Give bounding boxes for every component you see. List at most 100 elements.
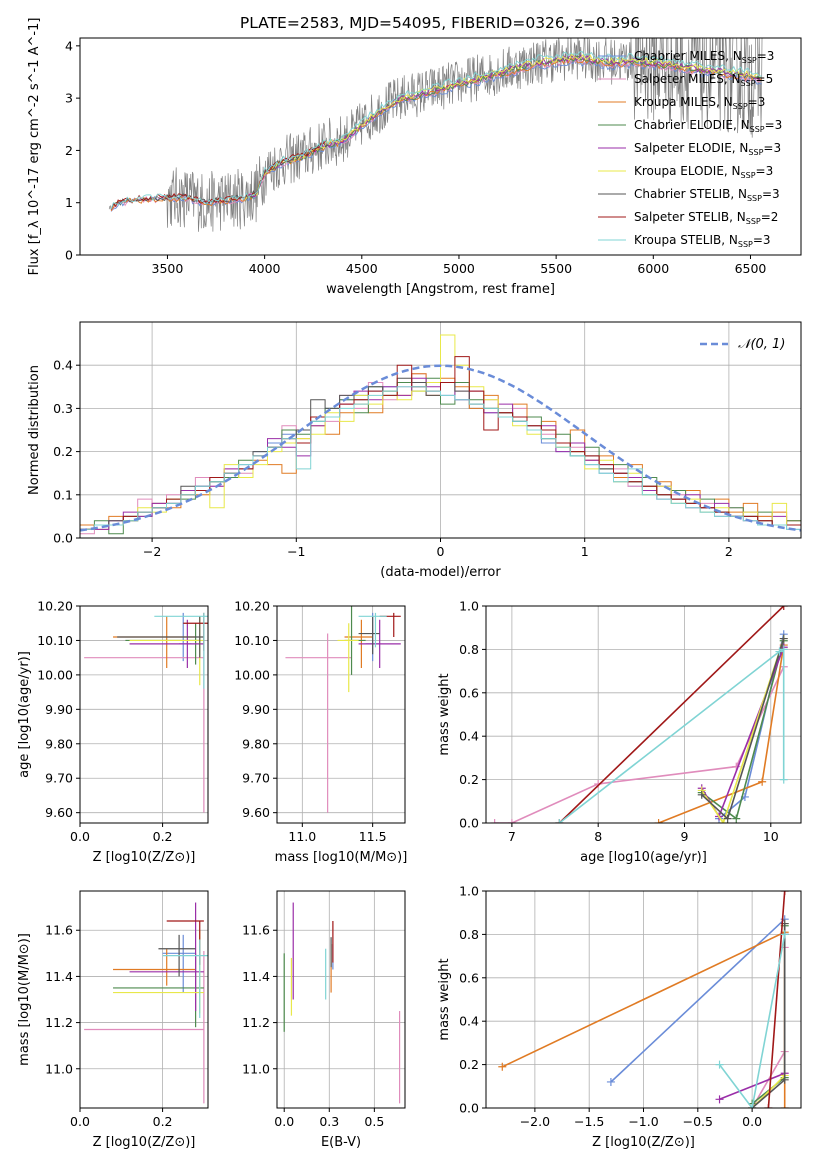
legend-entry-7: Salpeter STELIB, NSSP=2 [634,210,778,226]
y-tick-label: 11.4 [45,969,73,984]
weight-line-8 [558,648,785,823]
weight-point-6 [697,790,706,799]
x-tick-label: 0.2 [153,1114,173,1129]
x-tick-label: 0.0 [274,1114,294,1129]
y-tick-label: 9.60 [45,805,73,820]
y-tick-label: 10.10 [37,633,73,648]
y-tick-label: 11.0 [242,1061,270,1076]
panels: Chabrier MILES, NSSP=3 Salpeter MILES, NS… [17,18,802,1150]
weight-point-5 [719,819,728,823]
y-tick-label: 10.00 [234,667,270,682]
panel-mass-vs-Z: 0.0 0.2 11.0 11.2 11.4 11.6 Z [log10(Z/Z⊙)] mas… [17,890,209,1150]
y-tick-label: 0.8 [459,927,479,942]
panel-weight-vs-Z: −2.0 −1.5 −1.0 −0.5 0.0 0.0 0.2 0.4 0.6 0.8 1.0 Z [… [437,884,802,1150]
y-tick-label: 11.0 [45,1061,73,1076]
weight-point-8 [748,1104,757,1108]
axes-frame [276,605,406,824]
weight-line-8 [718,934,786,1108]
panel-age-vs-Z: 0.0 0.2 9.60 9.70 9.80 9.90 10.00 10.10 10.20 Z [… [17,599,209,865]
x-tick-label: −0.5 [683,1114,713,1129]
x-tick-label: −1 [287,544,305,559]
x-tick-label: 4000 [249,261,281,276]
y-tick-label: 9.80 [45,736,73,751]
y-tick-label: 10.20 [37,599,73,614]
weight-point-8 [780,930,789,939]
x-axis-label: Z [log10(Z/Z⊙)] [592,1135,695,1150]
y-tick-label: 0.2 [459,772,479,787]
y-axis-label: age [log10(age/yr)] [17,651,32,778]
y-tick-label: 9.90 [242,702,270,717]
weight-line-3 [701,640,785,821]
x-tick-label: −1.5 [574,1114,604,1129]
x-tick-label: 5000 [443,261,475,276]
plot-area [285,606,401,813]
weight-point-2 [498,1062,507,1071]
y-tick-label: 0.6 [459,685,479,700]
y-tick-label: 0.0 [459,1101,479,1116]
y-tick-label: 0.0 [53,531,73,546]
x-tick-label: 0 [437,544,445,559]
weight-point-2 [654,819,663,823]
y-tick-label: 0.2 [459,1057,479,1072]
x-tick-label: 11.5 [359,829,387,844]
y-axis-label: mass weight [437,958,452,1040]
x-axis-label: mass [log10(M/M⊙)] [275,850,408,865]
y-tick-label: 11.6 [45,923,73,938]
y-tick-label: 11.2 [45,1015,73,1030]
model-line-8 [110,51,762,210]
y-tick-label: 0.1 [53,487,73,502]
weight-point-6 [780,1075,789,1084]
x-tick-label: 11.0 [288,829,316,844]
y-tick-label: 0.0 [459,816,479,831]
y-tick-label: 0.2 [53,444,73,459]
plot-area [84,902,208,1104]
axes-frame [276,890,406,1109]
x-tick-label: −1.0 [628,1114,658,1129]
x-tick-label: 0.5 [364,1114,384,1129]
y-tick-label: 3 [65,91,73,106]
x-tick-label: 2 [725,544,733,559]
y-tick-label: 9.70 [242,771,270,786]
x-tick-label: 0.3 [319,1114,339,1129]
weight-point-4 [715,1095,724,1104]
x-tick-label: −2.0 [520,1114,550,1129]
histogram-8 [80,386,801,538]
weight-point-2 [780,1104,789,1108]
weight-point-8 [779,645,788,654]
weight-point-1 [490,819,499,823]
x-axis-label: E(B-V) [321,1135,361,1150]
x-axis-label: age [log10(age/yr)] [580,850,707,865]
x-axis-label: Z [log10(Z/Z⊙)] [93,850,196,865]
x-tick-label: −2 [143,544,161,559]
weight-point-7 [780,891,789,895]
x-tick-label: 3500 [152,261,184,276]
y-tick-label: 9.60 [242,805,270,820]
axes-frame [485,605,802,824]
y-axis-label: mass weight [437,673,452,755]
weight-point-2 [758,777,767,786]
weight-point-8 [555,819,564,823]
weight-point-8 [779,775,788,784]
axes-frame [79,37,802,256]
y-tick-label: 0.8 [459,642,479,657]
legend-entry-gaussian: 𝒩(0, 1) [738,337,785,352]
weight-point-8 [715,1060,724,1069]
plot-area [108,38,763,232]
weight-point-0 [606,1077,615,1086]
x-axis-label: Z [log10(Z/Z⊙)] [93,1135,196,1150]
legend-entry-6: Chabrier STELIB, NSSP=3 [634,187,780,203]
legend-entry-4: Salpeter ELODIE, NSSP=3 [634,141,781,157]
x-tick-label: 7 [508,829,516,844]
panel-age-vs-mass: 11.0 11.5 9.60 9.70 9.80 9.90 10.00 10.10 10.20 m… [234,599,408,866]
weight-point-6 [779,634,788,643]
x-tick-label: 8 [594,829,602,844]
weight-point-7 [779,606,788,610]
weight-point-7 [764,1104,773,1108]
panel-weight-vs-age: 7 8 9 10 0.0 0.2 0.4 0.6 0.8 1.0 age [log10(age/yr… [437,599,802,865]
y-tick-label: 10.00 [37,667,73,682]
weight-point-8 [775,647,784,656]
x-tick-label: 0.0 [70,1114,90,1129]
gaussian-curve [80,364,801,532]
y-tick-label: 9.90 [45,702,73,717]
